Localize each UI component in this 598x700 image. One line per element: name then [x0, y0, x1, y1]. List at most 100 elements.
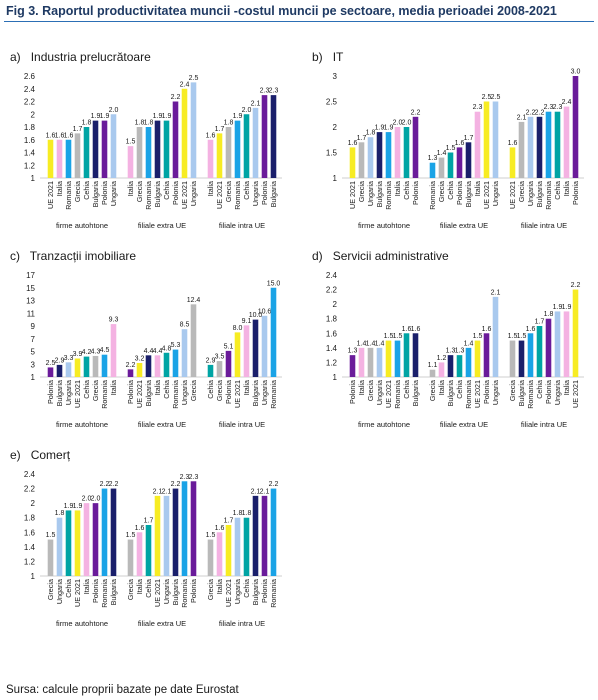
- category-label: UE 2021: [233, 380, 242, 408]
- chart-svg-d: 1 1.2 1.4 1.6 1.8 2 2.2 2.4 1.3 Polonia 1.4 Italia 1…: [326, 271, 584, 429]
- data-label: 1.5: [126, 532, 136, 539]
- data-label: 1.6: [526, 326, 536, 333]
- category-label: Bulgaria: [446, 380, 455, 406]
- bar-ue-2021: [225, 525, 232, 576]
- source-note: Sursa: calcule proprii bazate pe date Eu…: [6, 684, 239, 696]
- category-label: Ungaria: [375, 380, 384, 405]
- bar-cehia: [447, 152, 454, 178]
- data-label: 1.8: [55, 510, 65, 517]
- category-label: Cehia: [455, 380, 464, 399]
- data-label: 1.7: [224, 518, 234, 525]
- bar-polonia: [225, 350, 232, 377]
- bar-bulgaria: [252, 319, 259, 377]
- category-label: Romania: [180, 579, 189, 608]
- category-label: Italia: [393, 181, 402, 196]
- category-label: UE 2021: [135, 380, 144, 408]
- bar-bulgaria: [252, 495, 259, 576]
- bar-ue-2021: [154, 495, 161, 576]
- group-label: filiale intra UE: [521, 221, 567, 230]
- category-label: Cehia: [144, 579, 153, 598]
- data-label: 3.3: [64, 355, 74, 362]
- category-label: Grecia: [91, 380, 100, 401]
- bar-italia: [563, 106, 570, 178]
- data-label: 2.0: [82, 496, 92, 503]
- category-label: Ungaria: [55, 579, 64, 604]
- data-label: 4.4: [153, 348, 163, 355]
- y-tick-label: 11: [27, 309, 36, 318]
- category-label: Bulgaria: [375, 181, 384, 207]
- data-label: 2.1: [260, 488, 270, 495]
- category-label: Italia: [206, 181, 215, 196]
- bar-polonia: [101, 120, 108, 178]
- bar-cehia: [243, 517, 250, 576]
- panel-title-d: d) Servicii administrative: [312, 249, 449, 263]
- bar-romania: [234, 120, 241, 178]
- y-tick-label: 2.4: [24, 85, 36, 94]
- data-label: 1.4: [366, 340, 376, 347]
- category-label: Romania: [393, 380, 402, 409]
- data-label: 2.2: [126, 362, 136, 369]
- panel-label: a): [10, 50, 21, 64]
- data-label: 8.5: [180, 322, 190, 329]
- bar-ungaria: [376, 347, 383, 377]
- category-label: Italia: [562, 181, 571, 196]
- data-label: 2.5: [46, 360, 56, 367]
- data-label: 1.6: [411, 326, 421, 333]
- category-label: Cehia: [553, 181, 562, 200]
- category-label: Bulgaria: [144, 380, 153, 406]
- y-tick-label: 2.2: [24, 485, 36, 494]
- data-label: 1.9: [562, 304, 572, 311]
- y-tick-label: 1.8: [24, 123, 36, 132]
- bar-ue-2021: [181, 88, 188, 178]
- category-label: Italia: [82, 579, 91, 594]
- bar-ue-2021: [572, 289, 579, 377]
- bar-ungaria: [527, 116, 534, 178]
- category-label: Polonia: [260, 579, 269, 603]
- data-label: 1.8: [366, 130, 376, 137]
- group-label: firme autohtone: [56, 619, 108, 628]
- y-tick-label: 1: [31, 174, 36, 183]
- data-label: 1.6: [206, 132, 216, 139]
- group-label: firme autohtone: [56, 420, 108, 429]
- data-label: 1.7: [357, 135, 367, 142]
- category-label: Grecia: [437, 181, 446, 202]
- bar-italia: [358, 347, 365, 377]
- data-label: 1.3: [348, 348, 358, 355]
- category-label: Cehia: [162, 181, 171, 200]
- category-label: Ungaria: [233, 579, 242, 604]
- data-label: 2.0: [91, 496, 101, 503]
- category-label: Ungaria: [180, 380, 189, 405]
- category-label: Bulgaria: [153, 181, 162, 207]
- data-label: 1.9: [162, 113, 172, 120]
- data-label: 1.5: [517, 333, 527, 340]
- category-label: Cehia: [402, 181, 411, 200]
- data-label: 1.6: [455, 140, 465, 147]
- data-label: 1.9: [91, 113, 101, 120]
- y-tick-label: 17: [26, 271, 35, 280]
- y-tick-label: 13: [26, 297, 35, 306]
- bar-italia: [207, 139, 214, 178]
- panel-label: c): [10, 249, 20, 263]
- bar-ue-2021: [349, 147, 356, 178]
- data-label: 4.2: [82, 349, 92, 356]
- group-label: firme autohtone: [56, 221, 108, 230]
- category-label: Italia: [126, 181, 135, 196]
- category-label: Bulgaria: [251, 380, 260, 406]
- group-label: filiale extra UE: [440, 221, 488, 230]
- data-label: 1.6: [64, 132, 74, 139]
- data-label: 4.4: [144, 348, 154, 355]
- data-label: 3.2: [135, 355, 145, 362]
- bar-polonia: [572, 76, 579, 178]
- y-tick-label: 1.6: [24, 136, 36, 145]
- y-tick-label: 1: [31, 373, 36, 382]
- category-label: Romania: [144, 181, 153, 210]
- category-label: Grecia: [206, 579, 215, 600]
- category-label: Cehia: [82, 181, 91, 200]
- bar-ungaria: [554, 311, 561, 377]
- category-label: UE 2021: [73, 579, 82, 607]
- category-label: Romania: [544, 181, 553, 210]
- data-label: 1.9: [375, 125, 385, 132]
- bar-romania: [527, 333, 534, 377]
- y-tick-label: 1.2: [24, 161, 36, 170]
- data-label: 1.8: [544, 311, 554, 318]
